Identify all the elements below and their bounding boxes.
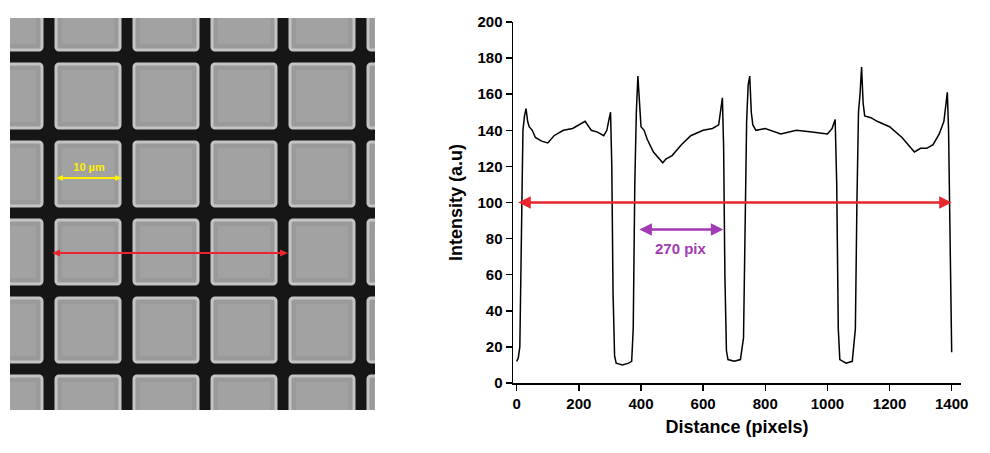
svg-text:100: 100 — [477, 194, 502, 211]
svg-text:10 µm: 10 µm — [73, 161, 105, 173]
svg-text:120: 120 — [477, 158, 502, 175]
svg-text:400: 400 — [628, 395, 653, 412]
svg-text:600: 600 — [691, 395, 716, 412]
svg-text:60: 60 — [486, 266, 503, 283]
svg-text:Distance (pixels): Distance (pixels) — [665, 417, 808, 437]
svg-text:80: 80 — [486, 230, 503, 247]
svg-text:20: 20 — [486, 338, 503, 355]
svg-text:1200: 1200 — [873, 395, 906, 412]
svg-text:Intensity (a.u): Intensity (a.u) — [446, 144, 466, 261]
svg-text:0: 0 — [494, 374, 502, 391]
svg-text:160: 160 — [477, 85, 502, 102]
svg-text:180: 180 — [477, 49, 502, 66]
svg-text:800: 800 — [753, 395, 778, 412]
svg-text:40: 40 — [486, 302, 503, 319]
svg-text:200: 200 — [566, 395, 591, 412]
svg-text:1400: 1400 — [935, 395, 968, 412]
svg-text:270 pix: 270 pix — [655, 240, 707, 257]
svg-text:0: 0 — [513, 395, 521, 412]
svg-text:1000: 1000 — [811, 395, 844, 412]
svg-text:140: 140 — [477, 122, 502, 139]
svg-text:200: 200 — [477, 13, 502, 30]
